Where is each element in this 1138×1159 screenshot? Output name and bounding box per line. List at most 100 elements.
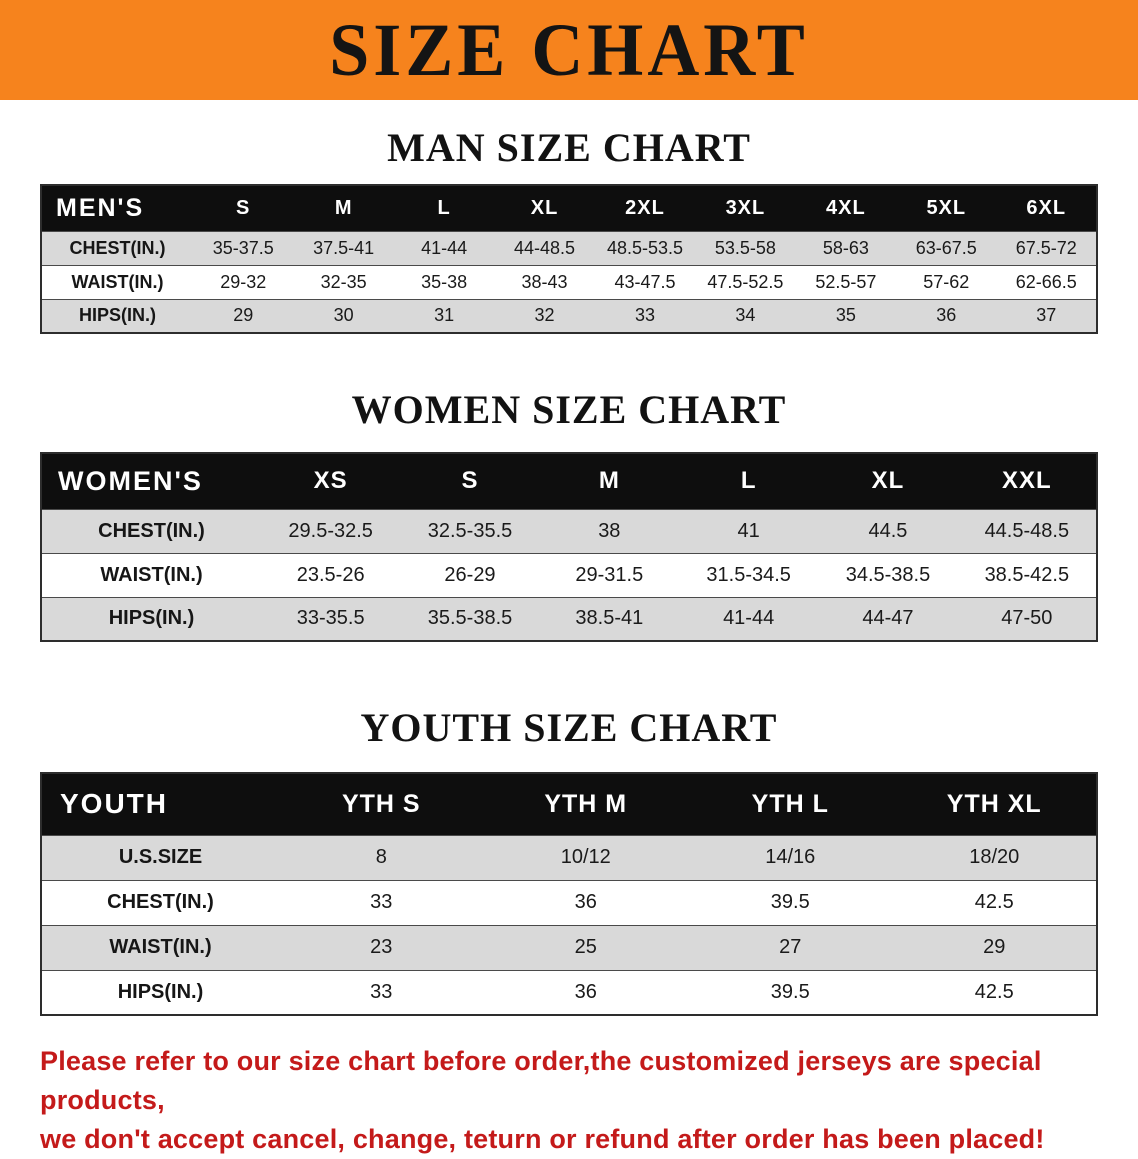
row-label: CHEST(IN.) bbox=[107, 891, 214, 913]
size-value-cell: 35-37.5 bbox=[212, 237, 274, 258]
table-header-row: WOMEN'S XS S M L XL XXL bbox=[41, 453, 1097, 509]
size-value-cell: 38.5-41 bbox=[575, 607, 644, 630]
size-value-cell: 26-29 bbox=[444, 563, 496, 586]
women-section-title: WOMEN SIZE CHART bbox=[351, 387, 787, 432]
size-value-cell: 52.5-57 bbox=[815, 271, 877, 292]
size-value-cell: 32.5-35.5 bbox=[427, 519, 513, 542]
table-row: CHEST(IN.) 35-37.5 37.5-41 41-44 44-48.5 48.5… bbox=[41, 231, 1097, 265]
size-value-cell: 33 bbox=[370, 891, 393, 913]
size-value-cell: 33 bbox=[370, 980, 393, 1003]
size-value-cell: 63-67.5 bbox=[915, 237, 977, 258]
size-value-cell: 44.5 bbox=[868, 519, 908, 542]
disclaimer-line-1: Please refer to our size chart before or… bbox=[40, 1046, 1042, 1115]
women-size-table: WOMEN'S XS S M L XL XXL CHEST(IN.) 29.5-32.5 32.5… bbox=[40, 452, 1098, 642]
size-value-cell: 57-62 bbox=[923, 271, 970, 292]
size-value-cell: 41-44 bbox=[421, 237, 468, 258]
size-column-header: 4XL bbox=[826, 196, 866, 219]
women-section: WOMEN SIZE CHART WOMEN'S XS S M L XL XXL CHEST(… bbox=[0, 388, 1138, 642]
size-value-cell: 14/16 bbox=[765, 846, 816, 868]
table-row: WAIST(IN.) 23.5-26 26-29 29-31.5 31.5-34.5 34… bbox=[41, 553, 1097, 597]
size-column-header: M bbox=[598, 467, 620, 495]
size-value-cell: 30 bbox=[333, 305, 354, 326]
table-row: CHEST(IN.) 29.5-32.5 32.5-35.5 38 41 44.5 44.5… bbox=[41, 509, 1097, 553]
size-value-cell: 44-47 bbox=[862, 607, 914, 630]
size-value-cell: 36 bbox=[574, 980, 597, 1003]
table-row: CHEST(IN.) 33 36 39.5 42.5 bbox=[41, 880, 1097, 925]
size-column-header: S bbox=[461, 467, 479, 495]
table-header-row: YOUTH YTH S YTH M YTH L YTH XL bbox=[41, 773, 1097, 835]
men-section: MAN SIZE CHART MEN'S S M L XL 2XL 3XL 4XL 5XL 6XL… bbox=[0, 126, 1138, 334]
size-value-cell: 36 bbox=[936, 305, 957, 326]
size-value-cell: 67.5-72 bbox=[1015, 237, 1077, 258]
size-chart-banner: SIZE CHART bbox=[0, 0, 1138, 100]
size-value-cell: 38-43 bbox=[521, 271, 568, 292]
size-value-cell: 35 bbox=[835, 305, 856, 326]
size-value-cell: 37.5-41 bbox=[313, 237, 375, 258]
size-value-cell: 29.5-32.5 bbox=[288, 519, 373, 542]
size-column-header: YTH L bbox=[751, 789, 829, 818]
size-value-cell: 33-35.5 bbox=[296, 607, 365, 630]
row-label: CHEST(IN.) bbox=[69, 237, 166, 258]
size-value-cell: 47.5-52.5 bbox=[707, 271, 784, 292]
size-value-cell: 37 bbox=[1036, 305, 1057, 326]
table-row: WAIST(IN.) 23 25 27 29 bbox=[41, 925, 1097, 970]
size-value-cell: 29 bbox=[983, 936, 1006, 958]
size-value-cell: 29 bbox=[233, 305, 254, 326]
youth-section-title: YOUTH SIZE CHART bbox=[360, 705, 778, 750]
row-label: HIPS(IN.) bbox=[108, 607, 195, 630]
size-value-cell: 18/20 bbox=[969, 846, 1020, 868]
size-value-cell: 41-44 bbox=[723, 607, 775, 630]
size-value-cell: 33 bbox=[634, 305, 655, 326]
size-value-cell: 31 bbox=[434, 305, 455, 326]
size-column-header: M bbox=[334, 196, 353, 219]
men-section-title: MAN SIZE CHART bbox=[387, 125, 751, 170]
size-value-cell: 44.5-48.5 bbox=[984, 519, 1070, 542]
size-value-cell: 48.5-53.5 bbox=[606, 237, 683, 258]
size-column-header: XS bbox=[313, 467, 348, 495]
size-value-cell: 42.5 bbox=[974, 980, 1014, 1003]
size-value-cell: 44-48.5 bbox=[514, 237, 576, 258]
row-label: HIPS(IN.) bbox=[78, 305, 156, 326]
row-label: WAIST(IN.) bbox=[109, 936, 212, 958]
table-row: HIPS(IN.) 33 36 39.5 42.5 bbox=[41, 970, 1097, 1015]
size-value-cell: 23.5-26 bbox=[296, 563, 365, 586]
size-value-cell: 10/12 bbox=[560, 846, 611, 868]
size-column-header: 2XL bbox=[625, 196, 665, 219]
size-column-header: YTH XL bbox=[946, 789, 1042, 818]
row-label: WAIST(IN.) bbox=[100, 563, 203, 586]
size-value-cell: 34 bbox=[735, 305, 756, 326]
table-category-header: YOUTH bbox=[60, 788, 168, 820]
row-label: HIPS(IN.) bbox=[117, 980, 204, 1003]
size-value-cell: 53.5-58 bbox=[714, 237, 776, 258]
size-column-header: XXL bbox=[1001, 467, 1052, 495]
size-value-cell: 36 bbox=[574, 891, 597, 913]
size-column-header: YTH M bbox=[544, 789, 628, 818]
youth-size-table: YOUTH YTH S YTH M YTH L YTH XL U.S.SIZE 8 10/12… bbox=[40, 772, 1098, 1016]
size-value-cell: 35.5-38.5 bbox=[427, 607, 513, 630]
size-column-header: S bbox=[236, 196, 251, 219]
size-value-cell: 47-50 bbox=[1001, 607, 1053, 630]
size-value-cell: 38.5-42.5 bbox=[984, 563, 1070, 586]
size-value-cell: 23 bbox=[370, 936, 393, 958]
size-value-cell: 41 bbox=[737, 519, 760, 542]
size-column-header: XL bbox=[530, 196, 559, 219]
size-column-header: 3XL bbox=[725, 196, 766, 219]
row-label: CHEST(IN.) bbox=[98, 519, 205, 542]
disclaimer-text: Please refer to our size chart before or… bbox=[40, 1042, 1100, 1159]
size-column-header: L bbox=[437, 196, 451, 219]
size-value-cell: 32 bbox=[534, 305, 555, 326]
table-header-row: MEN'S S M L XL 2XL 3XL 4XL 5XL 6XL bbox=[41, 185, 1097, 231]
size-value-cell: 58-63 bbox=[822, 237, 869, 258]
size-value-cell: 31.5-34.5 bbox=[706, 563, 791, 586]
size-column-header: YTH S bbox=[341, 789, 421, 818]
table-row: U.S.SIZE 8 10/12 14/16 18/20 bbox=[41, 835, 1097, 880]
size-column-header: 5XL bbox=[926, 196, 967, 219]
men-size-table: MEN'S S M L XL 2XL 3XL 4XL 5XL 6XL CHEST(IN.) 35-37… bbox=[40, 184, 1098, 334]
size-value-cell: 27 bbox=[779, 936, 802, 958]
size-value-cell: 43-47.5 bbox=[614, 271, 676, 292]
size-value-cell: 39.5 bbox=[770, 980, 810, 1003]
table-row: WAIST(IN.) 29-32 32-35 35-38 38-43 43-47.5 47.… bbox=[41, 265, 1097, 299]
size-value-cell: 42.5 bbox=[974, 891, 1014, 913]
disclaimer-line-2: we don't accept cancel, change, teturn o… bbox=[40, 1124, 1045, 1154]
youth-section: YOUTH SIZE CHART YOUTH YTH S YTH M YTH L YTH… bbox=[0, 706, 1138, 1016]
